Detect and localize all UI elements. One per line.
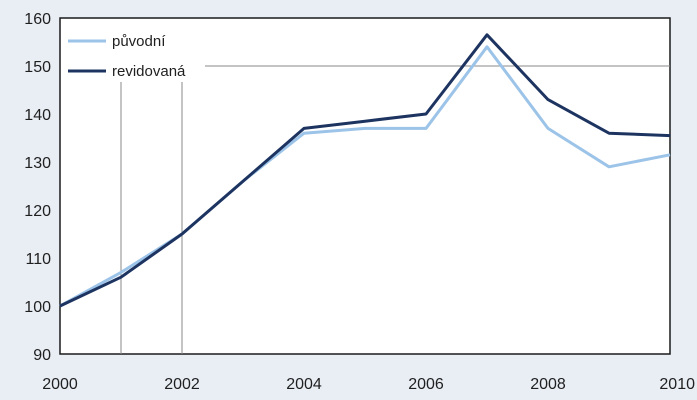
legend-label-puvodni: původní xyxy=(112,33,166,50)
y-tick-label: 160 xyxy=(24,11,51,28)
x-tick-label: 2006 xyxy=(408,376,444,393)
x-tick-label: 2008 xyxy=(530,376,566,393)
y-axis-ticks: 90 100 110 120 130 140 150 160 xyxy=(24,11,51,364)
y-tick-label: 140 xyxy=(24,107,51,124)
y-tick-label: 100 xyxy=(24,299,51,316)
series-line-1 xyxy=(59,33,671,308)
y-tick-label: 120 xyxy=(24,203,51,220)
x-tick-label: 2000 xyxy=(42,376,78,393)
legend-label-revidovana: revidovaná xyxy=(112,63,186,80)
x-tick-label: 2002 xyxy=(164,376,200,393)
x-tick-label: 2010 xyxy=(659,376,695,393)
x-tick-label: 2004 xyxy=(286,376,322,393)
y-tick-label: 150 xyxy=(24,59,51,76)
legend: původní revidovaná xyxy=(68,33,186,80)
y-tick-label: 110 xyxy=(25,251,51,268)
x-axis-ticks: 2000 2002 2004 2006 2008 2010 xyxy=(42,376,695,393)
series-layer xyxy=(59,33,671,308)
plot-area xyxy=(59,17,671,355)
y-tick-label: 90 xyxy=(33,347,51,364)
y-tick-label: 130 xyxy=(24,155,51,172)
